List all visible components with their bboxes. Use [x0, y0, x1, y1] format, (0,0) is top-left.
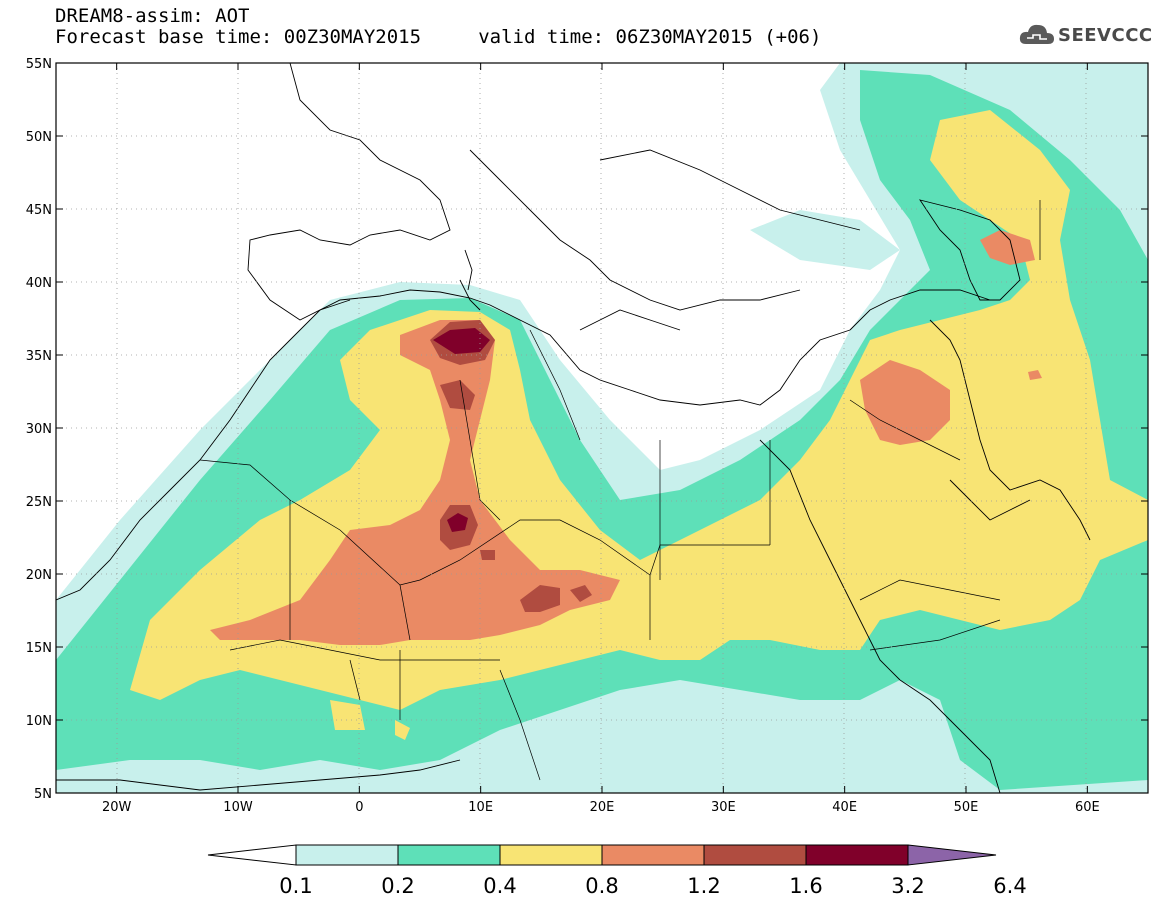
lon-label: 30E	[711, 800, 736, 815]
country-borders	[199, 200, 1041, 781]
lat-label: 5N	[34, 787, 52, 802]
colorbar-label: 1.6	[789, 874, 822, 898]
colorbar-swatch	[601, 844, 705, 866]
longitude-labels: 20W 10W 0 10E 20E 30E 40E 50E 60E	[102, 800, 1100, 815]
colorbar-label: 0.1	[279, 874, 312, 898]
lat-label: 45N	[26, 203, 52, 218]
colorbar-swatch	[295, 844, 399, 866]
aot-level-0.8	[210, 230, 1042, 645]
coastlines	[56, 63, 1091, 793]
lat-label: 30N	[26, 422, 52, 437]
colorbar-swatch	[805, 844, 909, 866]
colorbar-swatch	[703, 844, 807, 866]
axis-ticks	[56, 62, 1148, 794]
title-line-1: DREAM8-assim: AOT	[55, 5, 250, 27]
lat-label: 25N	[26, 495, 52, 510]
colorbar-label: 3.2	[891, 874, 924, 898]
colorbar-labels: 0.1 0.2 0.4 0.8 1.2 1.6 3.2 6.4	[279, 874, 1026, 898]
colorbar-label: 6.4	[993, 874, 1026, 898]
lat-label: 55N	[26, 57, 52, 72]
lat-label: 40N	[26, 276, 52, 291]
title-line-2: Forecast base time: 00Z30MAY2015 valid t…	[55, 26, 822, 48]
lat-label: 35N	[26, 349, 52, 364]
colorbar-label: 1.2	[687, 874, 720, 898]
colorbar-swatch	[397, 844, 501, 866]
lon-label: 50E	[954, 800, 979, 815]
lon-label: 40E	[832, 800, 857, 815]
colorbar-label: 0.4	[483, 874, 516, 898]
lat-label: 50N	[26, 130, 52, 145]
lat-label: 20N	[26, 568, 52, 583]
colorbar-swatch	[499, 844, 603, 866]
colorbar-right-arrow	[907, 844, 997, 866]
aot-level-1.6	[433, 328, 490, 532]
lat-label: 15N	[26, 641, 52, 656]
colorbar	[207, 844, 997, 866]
lon-label: 20E	[590, 800, 615, 815]
lon-label: 0	[355, 800, 363, 815]
cloud-icon	[1019, 24, 1054, 44]
lat-label: 10N	[26, 714, 52, 729]
colorbar-label: 0.2	[381, 874, 414, 898]
seevccc-logo: SEEVCCC	[1018, 20, 1158, 56]
graticule	[56, 63, 1148, 793]
latitude-labels: 55N 50N 45N 40N 35N 30N 25N 20N 15N 10N 5N	[26, 57, 52, 802]
lon-label: 60E	[1075, 800, 1100, 815]
lon-label: 10E	[468, 800, 493, 815]
aot-field	[56, 63, 1148, 793]
lon-label: 10W	[223, 800, 253, 815]
lon-label: 20W	[102, 800, 132, 815]
colorbar-left-arrow	[207, 844, 297, 866]
logo-text: SEEVCCC	[1058, 25, 1153, 46]
colorbar-label: 0.8	[585, 874, 618, 898]
